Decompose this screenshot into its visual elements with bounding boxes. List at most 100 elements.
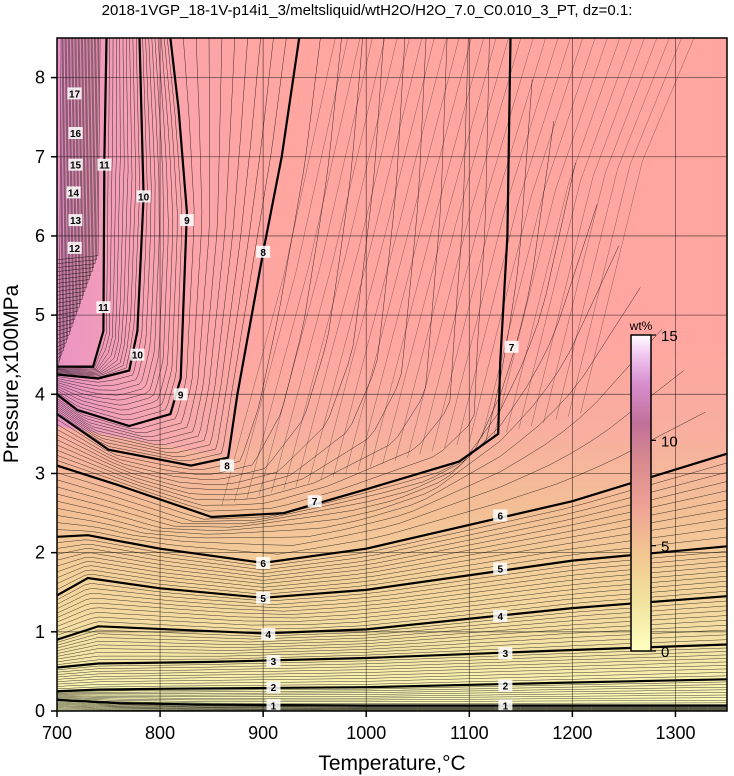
minor-contour-line (57, 38, 448, 501)
minor-contour-line (57, 702, 727, 708)
minor-contour-line (57, 38, 287, 462)
contour-label-bg (498, 699, 513, 711)
contour-label-bg (68, 127, 83, 140)
minor-contour-line (444, 38, 559, 449)
contour-label: 16 (70, 129, 82, 140)
minor-contour-line (57, 629, 727, 660)
y-axis-ticks: 0 1 2 3 4 5 6 7 8 (35, 68, 57, 721)
minor-contour-line (258, 38, 373, 496)
contour-label-bg (97, 158, 112, 171)
minor-contour-line (57, 38, 94, 280)
contour-label-bg (493, 609, 508, 622)
colorbar-scale (630, 334, 652, 652)
minor-contour-line (57, 651, 727, 673)
minor-contour-line (295, 38, 410, 487)
minor-contour-line (432, 38, 546, 452)
minor-contour-line (57, 38, 137, 377)
minor-contour-line (57, 668, 727, 685)
y-tick-label: 1 (35, 622, 45, 642)
colorbar-tick-label: 10 (661, 433, 678, 450)
contour-label: 14 (68, 188, 80, 199)
minor-contour-line (57, 38, 68, 351)
minor-contour-line (57, 647, 727, 671)
contour-label-bg (130, 348, 145, 361)
minor-contour-line (333, 38, 447, 477)
minor-contour-line (57, 610, 727, 649)
contour-label-bg (67, 241, 82, 254)
minor-contour-line (568, 38, 682, 417)
contour-label-bg (266, 699, 281, 711)
minor-contour-line (57, 38, 169, 406)
x-tick-label: 1000 (346, 723, 386, 743)
minor-contour-line (57, 38, 160, 396)
minor-contour-line (57, 38, 203, 434)
minor-contour-line (57, 580, 727, 627)
minor-contour-line (57, 162, 576, 525)
y-tick-label: 3 (35, 463, 45, 483)
minor-contour-line (382, 38, 497, 465)
contour-label: 10 (138, 192, 150, 203)
minor-contour-line (57, 561, 727, 609)
y-tick-label: 7 (35, 147, 45, 167)
minor-contour-line (57, 38, 133, 376)
minor-contour-line (57, 245, 620, 531)
minor-contour-line (57, 658, 727, 678)
colorbar: wt% 0 5 10 15 (629, 319, 678, 661)
colorbar-unit-label: wt% (629, 319, 653, 333)
contour-label: 3 (271, 657, 277, 668)
minor-contour-line (57, 38, 223, 442)
minor-contour-line (57, 38, 363, 480)
minor-contour-line (481, 38, 596, 439)
minor-contour-line (57, 38, 69, 348)
minor-contour-line (57, 38, 95, 276)
contour-label-bg (256, 245, 271, 258)
contour-label: 8 (260, 248, 266, 259)
minor-contour-line (57, 571, 727, 618)
minor-contour-line (493, 38, 608, 436)
minor-contour-line (57, 38, 121, 372)
minor-contour-line (57, 590, 727, 636)
minor-contour-line (57, 38, 183, 421)
colorbar-tick-label: 0 (661, 644, 669, 661)
minor-contour-line (57, 605, 727, 646)
major-contour-8 (57, 38, 301, 467)
contour-label: 3 (503, 649, 509, 660)
contour-label-bg (66, 186, 81, 199)
contour-label-bg (67, 87, 82, 100)
x-tick-label: 700 (42, 723, 72, 743)
major-contour-4 (57, 595, 727, 641)
minor-contour-line (57, 38, 117, 371)
contour-label: 11 (98, 303, 109, 314)
x-tick-label: 1300 (655, 723, 695, 743)
y-tick-label: 6 (35, 226, 45, 246)
chart-title: 2018-1VGP_18-1V-p14i1_3/meltsliquid/wtH2… (102, 2, 633, 19)
minor-contour-line (57, 38, 427, 496)
minor-contour-line (57, 639, 727, 665)
minor-contour-line (57, 38, 65, 359)
contour-label: 10 (132, 351, 144, 362)
minor-contour-line (580, 38, 695, 414)
minor-contour-line (57, 697, 727, 701)
major-contour-3 (57, 643, 727, 669)
contour-label: 4 (497, 612, 503, 623)
minor-contour-line (234, 38, 348, 503)
minor-contour-line (57, 620, 727, 654)
contour-label-bg (498, 679, 513, 692)
minor-contour-line (57, 705, 727, 709)
minor-contour-line (57, 38, 63, 363)
contour-label: 13 (70, 216, 82, 227)
minor-contour-line (57, 370, 684, 546)
contour-label-bg (220, 459, 235, 472)
contour-label-bg (266, 681, 281, 694)
contour-label: 6 (260, 559, 266, 570)
x-tick-label: 800 (145, 723, 175, 743)
minor-contour-line (57, 38, 92, 284)
minor-contour-line (320, 38, 435, 480)
minor-contour-line (57, 38, 89, 292)
contour-label: 7 (312, 497, 318, 508)
minor-contour-line (57, 79, 533, 520)
minor-contour-line (57, 38, 125, 373)
